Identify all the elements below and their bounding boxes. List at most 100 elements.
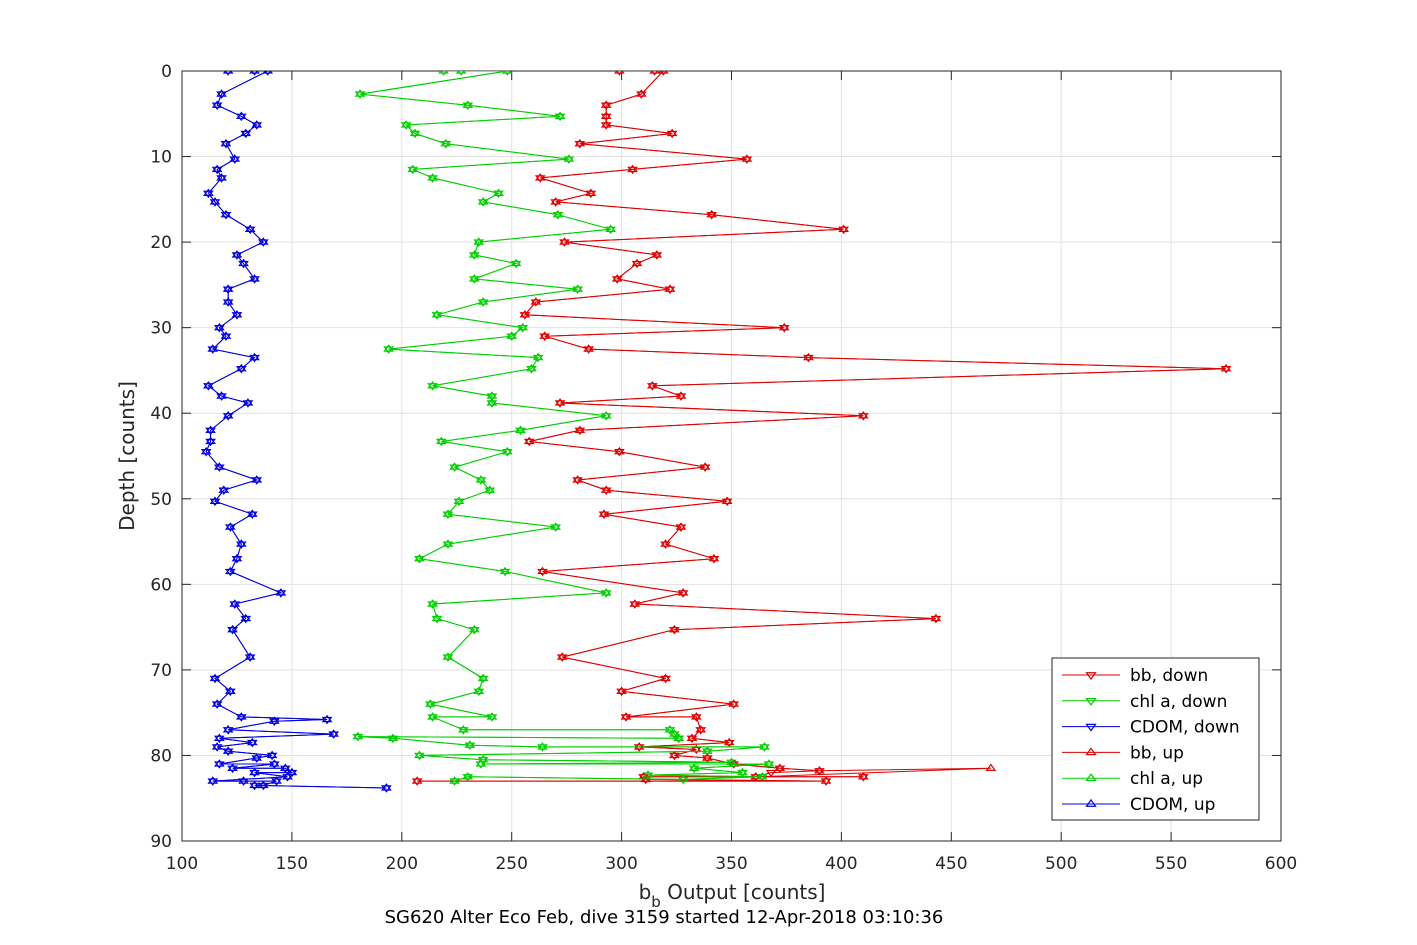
data-point xyxy=(442,511,454,519)
data-point xyxy=(660,539,671,547)
data-point xyxy=(695,724,707,733)
data-point xyxy=(517,322,529,331)
data-point xyxy=(222,286,234,294)
data-point xyxy=(556,652,568,660)
legend-box xyxy=(1051,657,1260,821)
y-tick-label: 20 xyxy=(150,233,172,253)
data-point xyxy=(620,714,632,722)
data-point xyxy=(519,312,531,320)
data-point xyxy=(688,765,700,774)
data-point xyxy=(611,274,623,282)
data-point xyxy=(600,410,612,419)
data-point xyxy=(462,102,474,111)
data-point xyxy=(279,763,291,771)
y-tick-label: 0 xyxy=(161,62,172,82)
data-point xyxy=(659,71,667,76)
data-point xyxy=(838,226,849,235)
data-point xyxy=(930,613,942,622)
data-point xyxy=(455,71,467,74)
data-point xyxy=(246,509,258,517)
data-point xyxy=(220,333,232,342)
data-point xyxy=(249,767,260,776)
data-point xyxy=(464,740,476,748)
data-point xyxy=(246,737,258,746)
data-point xyxy=(820,776,832,784)
data-point xyxy=(244,652,256,660)
data-point xyxy=(457,724,469,733)
data-point xyxy=(477,754,489,763)
data-point xyxy=(427,601,438,609)
data-point xyxy=(675,391,687,399)
data-point xyxy=(427,383,438,391)
data-point xyxy=(526,363,537,372)
y-tick-label: 80 xyxy=(150,746,172,766)
data-point xyxy=(207,778,219,786)
data-point xyxy=(631,258,643,267)
data-point xyxy=(224,522,236,530)
data-point xyxy=(328,729,340,737)
y-tick-label: 90 xyxy=(150,832,172,852)
legend-marker xyxy=(1085,747,1097,756)
x-tick-label: 450 xyxy=(935,854,967,874)
data-point xyxy=(649,71,660,74)
data-point xyxy=(249,71,260,74)
x-tick-label: 500 xyxy=(1045,854,1077,874)
legend-marker xyxy=(1085,672,1097,681)
data-point xyxy=(286,769,298,778)
legend-marker xyxy=(1085,773,1097,782)
data-point xyxy=(213,735,225,744)
data-point xyxy=(858,774,869,782)
data-point xyxy=(209,675,221,684)
data-point xyxy=(435,436,447,445)
data-point xyxy=(238,260,249,269)
data-point xyxy=(501,71,513,74)
data-point xyxy=(213,761,225,769)
data-point xyxy=(677,588,689,596)
figure-caption: SG620 Alter Eco Feb, dive 3159 started 1… xyxy=(385,907,944,928)
data-point xyxy=(213,759,225,767)
data-point xyxy=(572,286,584,294)
data-point xyxy=(468,626,480,635)
data-point xyxy=(218,485,230,493)
data-point xyxy=(383,346,394,354)
data-point xyxy=(231,553,243,562)
data-point xyxy=(600,111,612,120)
data-point xyxy=(266,752,278,761)
data-point xyxy=(756,772,768,780)
data-point xyxy=(222,410,234,419)
data-point xyxy=(666,130,678,139)
data-point xyxy=(563,154,575,162)
legend-entry-label: chl a, up xyxy=(1130,769,1203,789)
data-point xyxy=(231,555,243,564)
data-point xyxy=(227,765,238,774)
data-point xyxy=(515,427,526,436)
data-point xyxy=(449,462,460,470)
series-4 xyxy=(352,71,775,784)
data-point xyxy=(600,100,612,108)
x-tick-label: 550 xyxy=(1155,854,1187,874)
data-point xyxy=(721,496,733,505)
data-point xyxy=(275,588,287,596)
x-tick-label: 100 xyxy=(166,854,198,874)
data-point xyxy=(517,324,529,333)
data-point xyxy=(473,686,485,694)
data-point xyxy=(235,712,247,720)
data-point xyxy=(600,487,612,496)
data-point xyxy=(756,774,768,782)
data-point xyxy=(600,485,612,493)
data-point xyxy=(534,173,546,181)
data-point xyxy=(627,166,638,175)
series-line xyxy=(205,71,387,789)
data-point xyxy=(750,772,762,780)
data-point xyxy=(600,588,612,596)
data-point xyxy=(251,120,263,128)
data-point xyxy=(453,496,465,505)
data-point xyxy=(530,299,542,307)
data-point xyxy=(526,366,537,374)
data-point xyxy=(229,599,241,607)
data-point xyxy=(266,750,278,759)
y-axis-ticks: 0 10 20 30 40 50 60 70 80 90 xyxy=(150,62,1281,852)
legend-entry-label: bb, down xyxy=(1130,666,1208,686)
data-point xyxy=(677,774,689,783)
